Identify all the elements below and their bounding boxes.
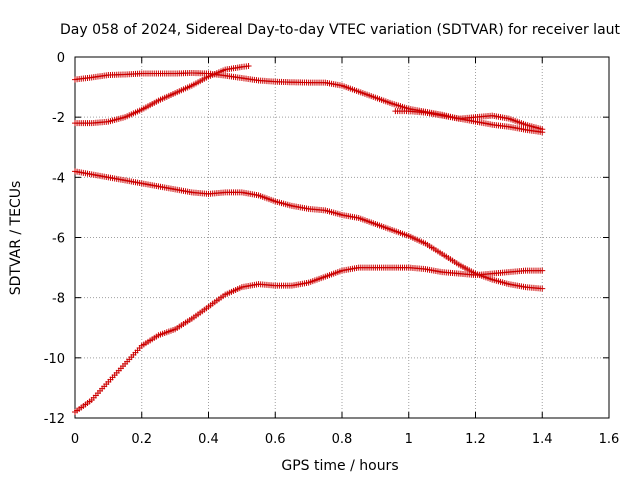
y-axis-label: SDTVAR / TECUs — [8, 181, 24, 296]
series-4 — [72, 168, 546, 292]
x-tick-label: 1.2 — [465, 432, 486, 447]
y-tick-label: -6 — [52, 232, 65, 247]
x-tick-label: 1.6 — [599, 432, 620, 447]
x-tick-label: 1 — [405, 432, 413, 447]
series-2 — [72, 63, 252, 127]
x-tick-label: 0 — [71, 432, 79, 447]
chart-title: Day 058 of 2024, Sidereal Day-to-day VTE… — [60, 22, 621, 38]
grid — [75, 57, 609, 418]
data-series — [72, 63, 546, 415]
y-tick-label: -10 — [44, 352, 65, 367]
y-tick-label: -2 — [52, 111, 65, 126]
y-tick-labels: 0 -2 -4 -6 -8 -10 -12 — [44, 51, 65, 427]
x-tick-label: 0.6 — [265, 432, 286, 447]
data-point — [539, 126, 546, 133]
data-point — [245, 63, 252, 70]
x-tick-label: 0.4 — [198, 432, 219, 447]
y-tick-label: -4 — [52, 171, 65, 186]
y-tick-label: -8 — [52, 292, 65, 307]
y-tick-label: -12 — [44, 412, 65, 427]
y-tick-label: 0 — [57, 51, 65, 66]
data-point — [539, 285, 546, 292]
series-1 — [72, 69, 546, 136]
x-tick-label: 0.8 — [332, 432, 353, 447]
x-axis-label: GPS time / hours — [281, 458, 398, 474]
x-tick-labels: 0 0.2 0.4 0.6 0.8 1 1.2 1.4 1.6 — [71, 432, 619, 447]
x-tick-label: 1.4 — [532, 432, 553, 447]
x-tick-label: 0.2 — [131, 432, 152, 447]
data-point — [539, 267, 546, 274]
series-3 — [392, 108, 546, 133]
series-5 — [72, 264, 546, 415]
